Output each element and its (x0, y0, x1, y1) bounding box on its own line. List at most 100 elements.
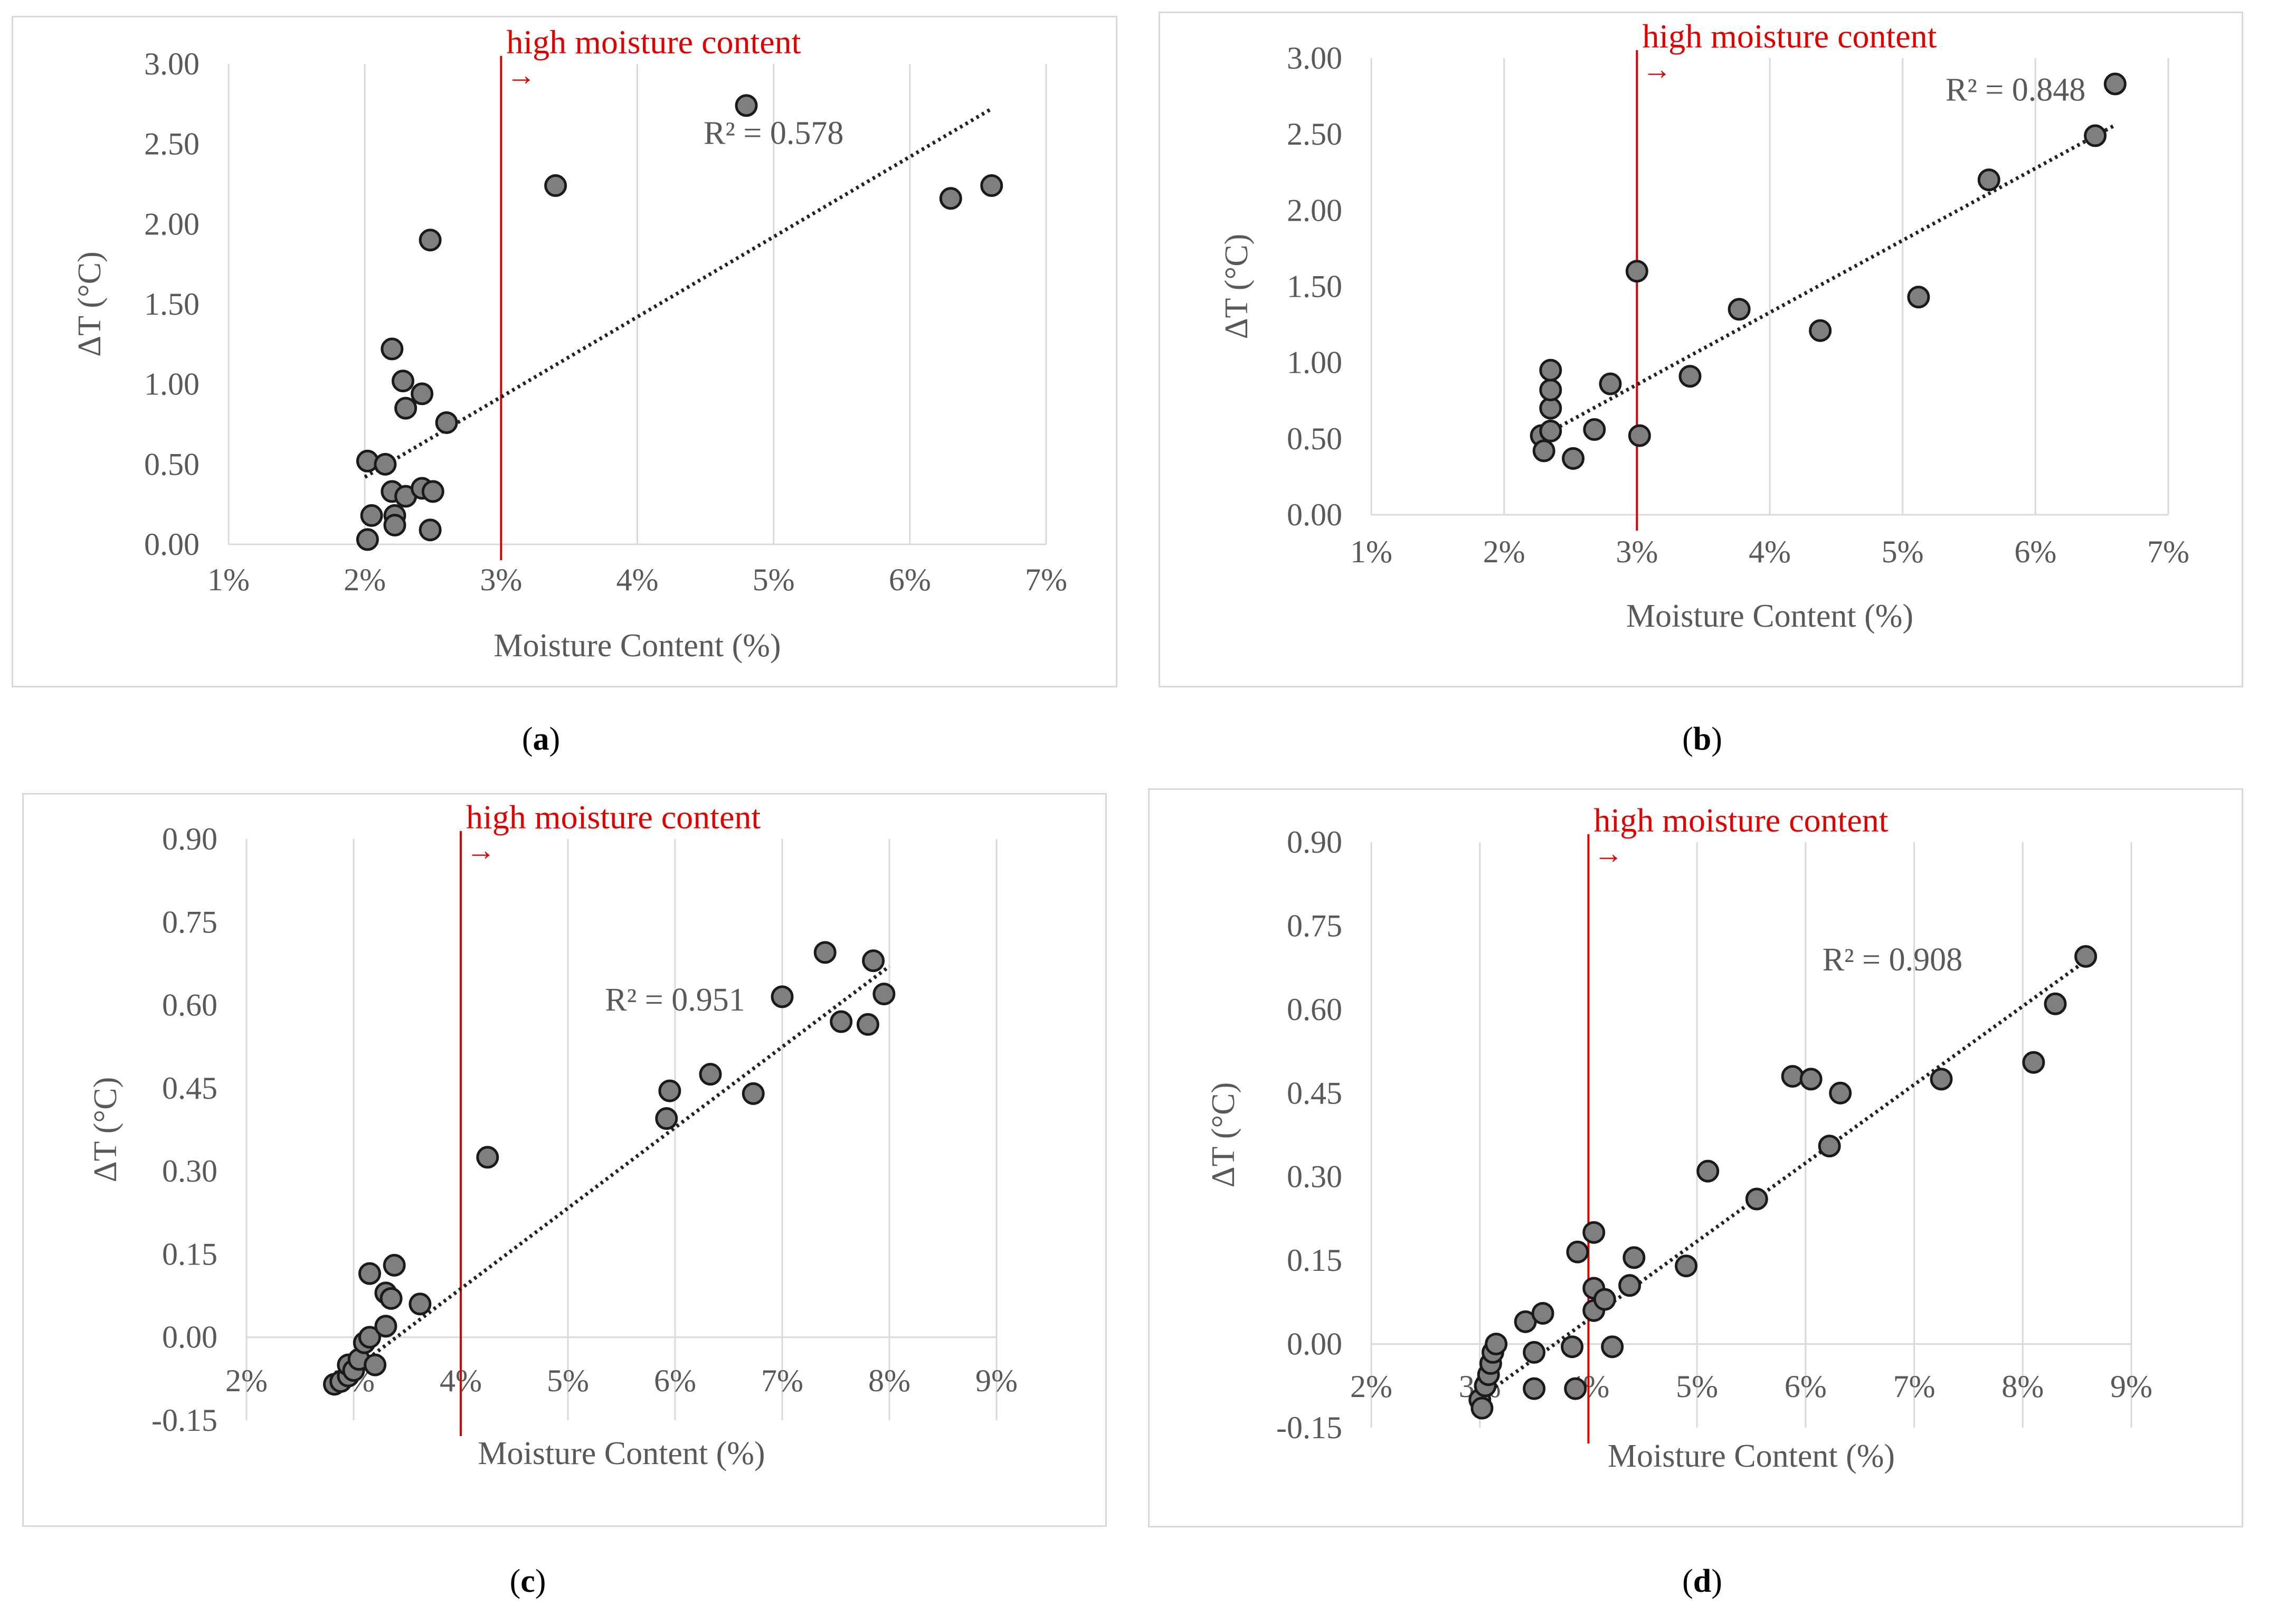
data-point (1907, 286, 1930, 309)
data-point (2084, 124, 2107, 147)
x-tick-label: 9% (975, 1363, 1018, 1398)
x-axis-title: Moisture Content (%) (478, 1436, 765, 1471)
y-tick-label: 0.15 (162, 1237, 217, 1271)
x-tick-label: 2% (225, 1363, 268, 1398)
data-point (1799, 1068, 1823, 1091)
data-point (383, 1253, 406, 1277)
chart-frame-d: 2%3%4%5%6%7%8%9%-0.150.000.150.300.450.6… (1148, 788, 2243, 1527)
data-point (1539, 379, 1562, 402)
y-axis-title: ΔT (°C) (1219, 234, 1255, 339)
threshold-label: high moisture content (466, 798, 761, 836)
y-tick-label: 3.00 (1287, 41, 1342, 76)
y-tick-label: 3.00 (144, 46, 200, 81)
y-tick-label: 1.50 (144, 287, 200, 322)
data-point (381, 337, 404, 361)
data-point (1564, 1377, 1587, 1400)
y-tick-label: 1.00 (144, 367, 200, 402)
x-tick-label: 6% (2014, 534, 2056, 569)
x-tick-label: 7% (1893, 1369, 1936, 1404)
x-tick-label: 6% (889, 562, 931, 597)
threshold-arrow: → (506, 59, 536, 92)
data-point (1539, 358, 1562, 382)
trend-line (1484, 957, 2089, 1396)
data-point (374, 452, 397, 476)
data-point (1977, 168, 2000, 192)
y-tick-label: 0.75 (1287, 908, 1342, 943)
data-point (1582, 1221, 1606, 1244)
data-point (1696, 1159, 1720, 1183)
data-point (1618, 1274, 1642, 1297)
x-tick-label: 2% (344, 562, 386, 597)
data-point (980, 174, 1003, 197)
x-tick-label: 3% (480, 562, 522, 597)
data-point (358, 1262, 381, 1285)
data-point (1566, 1240, 1589, 1263)
y-tick-label: 0.45 (162, 1071, 217, 1106)
data-point (862, 949, 885, 973)
data-point (939, 187, 962, 210)
data-point (2022, 1051, 2045, 1074)
data-point (771, 985, 794, 1008)
r-squared-label: R² = 0.951 (605, 982, 745, 1018)
data-point (856, 1013, 879, 1036)
chart-frame-a: 1% 2% 3% 4% 5% 6% 7% 0.00 0.50 1.00 1.50 2.00 2.50 3.… (12, 16, 1117, 687)
trend-line (336, 965, 891, 1383)
data-point (1781, 1065, 1804, 1088)
x-tick-label: 5% (1882, 534, 1924, 569)
panel-label-a: (a) (521, 721, 561, 757)
y-tick-label: 0.00 (144, 527, 200, 562)
data-point (379, 1287, 403, 1310)
x-axis-title: Moisture Content (%) (494, 628, 781, 664)
data-point (1485, 1333, 1508, 1356)
data-point (813, 941, 837, 964)
scatter-chart-a: 1% 2% 3% 4% 5% 6% 7% 0.00 0.50 1.00 1.50 2.00 2.50 3.… (72, 23, 1067, 664)
y-axis-title: ΔT (°C) (72, 251, 108, 357)
data-point (411, 382, 434, 405)
data-point (1628, 424, 1651, 447)
y-tick-label: 0.75 (162, 904, 217, 939)
data-point (1625, 260, 1648, 283)
data-point (1583, 418, 1606, 441)
panel-label-d: (d) (1682, 1563, 1722, 1599)
y-tick-label: 0.00 (1287, 497, 1342, 532)
x-tick-label: 2% (1350, 1369, 1392, 1404)
data-point (374, 1315, 397, 1338)
y-tick-label: 1.00 (1287, 345, 1342, 380)
data-point (1930, 1068, 1953, 1091)
data-point (742, 1082, 765, 1105)
data-point (1561, 1335, 1584, 1358)
x-tick-label: 5% (1676, 1369, 1718, 1404)
y-axis-title: ΔT (°C) (1206, 1082, 1241, 1188)
x-axis-title: Moisture Content (%) (1626, 598, 1913, 634)
y-tick-label: 0.45 (1287, 1075, 1342, 1110)
data-point (383, 514, 406, 537)
data-point (1531, 1301, 1554, 1325)
data-point (872, 983, 896, 1006)
data-point (830, 1010, 853, 1033)
scatter-chart-b: 1% 2% 3% 4% 5% 6% 7% 0.00 0.50 1.00 1.50 2.00 2.50 3.… (1219, 17, 2189, 634)
x-tick-label: 4% (1749, 534, 1791, 569)
y-tick-label: 1.50 (1287, 269, 1342, 304)
y-tick-label: 0.30 (1287, 1159, 1342, 1194)
y-tick-label: 0.50 (1287, 421, 1342, 456)
trend-line (364, 107, 993, 479)
x-tick-label: 1% (1350, 534, 1392, 569)
r-squared-label: R² = 0.578 (704, 116, 843, 152)
data-point (1599, 372, 1622, 395)
data-point (1470, 1396, 1494, 1420)
data-point (476, 1146, 499, 1169)
data-point (358, 1326, 381, 1349)
x-tick-label: 6% (1785, 1369, 1827, 1404)
trend-line (1536, 123, 2117, 440)
data-point (1829, 1081, 1852, 1105)
y-tick-label: -0.15 (1276, 1410, 1342, 1445)
y-tick-label: 0.60 (162, 988, 217, 1023)
data-point (1745, 1187, 1768, 1211)
x-tick-label: 5% (547, 1363, 589, 1398)
panel-label-b: (b) (1682, 721, 1722, 757)
data-point (544, 174, 567, 197)
panel-label-c: (c) (509, 1563, 546, 1599)
threshold-label: high moisture content (1593, 801, 1888, 839)
y-tick-label: 2.50 (144, 127, 200, 162)
data-point (1532, 439, 1555, 463)
